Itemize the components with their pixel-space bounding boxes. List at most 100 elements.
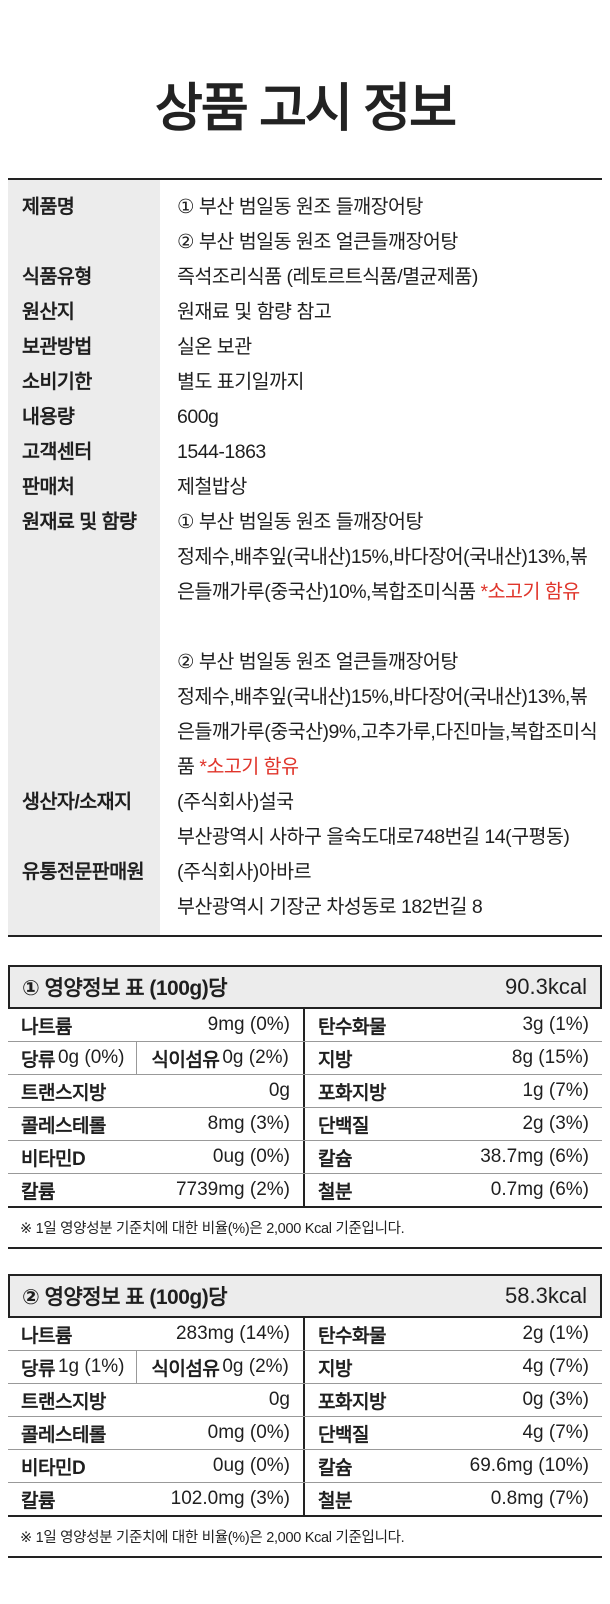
product-info-value-line: ① 부산 범일동 원조 들깨장어탕: [177, 196, 423, 219]
product-info-value-line: 1544-1863: [177, 441, 266, 464]
product-info-row: 소비기한 별도 표기일까지: [8, 365, 602, 401]
nutrition-kcal: 90.3kcal: [505, 974, 587, 1000]
nutrient-name: 포화지방: [318, 1391, 386, 1413]
nutrition-cell: 칼륨 7739mg (2%): [8, 1174, 305, 1207]
nutrient-value: 0g: [268, 1080, 290, 1102]
product-info-label: 보관방법: [8, 330, 160, 366]
product-info-value-line: 부산광역시 사하구 을숙도대로748번길 14(구평동): [177, 826, 570, 849]
nutrition-row: 트랜스지방 0g 포화지방 0g (3%): [8, 1383, 602, 1417]
nutrition-cell: 비타민D 0ug (0%): [8, 1450, 305, 1483]
nutrient-name: 지방: [318, 1049, 352, 1071]
nutrition-subcell: 식이섬유 0g (2%): [136, 1042, 303, 1075]
nutrient-value: 283mg (14%): [175, 1323, 290, 1345]
nutrition-cell: 포화지방 1g (7%): [305, 1075, 602, 1107]
nutrient-name: 탄수화물: [318, 1016, 386, 1038]
product-info-value: 실온 보관: [160, 330, 602, 365]
nutrient-name: 칼슘: [318, 1457, 352, 1479]
nutrient-name: 당류: [21, 1049, 55, 1071]
nutrient-name: 식이섬유: [151, 1049, 220, 1071]
nutrient-value: 0g (2%): [222, 1356, 289, 1378]
product-info-value: 즉석조리식품 (레토르트식품/멸균제품): [160, 260, 602, 295]
nutrient-value: 2g (3%): [522, 1113, 589, 1135]
nutrient-value: 0g: [268, 1389, 290, 1411]
nutrient-name: 비타민D: [21, 1148, 86, 1170]
nutrient-name: 포화지방: [318, 1082, 386, 1104]
product-info-value-line: 부산광역시 기장군 차성동로 182번길 8: [177, 896, 483, 919]
nutrient-name: 지방: [318, 1358, 352, 1380]
nutrition-cell: 지방 8g (15%): [305, 1042, 602, 1074]
nutrition-cell: 단백질 2g (3%): [305, 1108, 602, 1140]
product-info-row: 고객센터 1544-1863: [8, 435, 602, 471]
nutrition-body: 나트륨 283mg (14%) 탄수화물 2g (1%) 당류 1g (1%) 식이섬유 0g…: [8, 1318, 602, 1516]
nutrient-value: 0.7mg (6%): [490, 1179, 589, 1201]
nutrition-subcell: 당류 0g (0%): [8, 1042, 136, 1074]
nutrition-row: 콜레스테롤 0mg (0%) 단백질 4g (7%): [8, 1416, 602, 1450]
nutrition-row: 당류 0g (0%) 식이섬유 0g (2%) 지방 8g (15%): [8, 1041, 602, 1075]
nutrition-header: ① 영양정보 표 (100g)당 90.3kcal: [8, 965, 602, 1010]
nutrient-name: 콜레스테롤: [21, 1424, 106, 1446]
product-info-label: 원산지: [8, 295, 160, 331]
product-info-label: 식품유형: [8, 260, 160, 296]
nutrition-cell: 나트륨 283mg (14%): [8, 1318, 305, 1351]
product-info-row: 원재료 및 함량 ① 부산 범일동 원조 들깨장어탕 정제수,배추잎(국내산)15%…: [8, 505, 602, 786]
nutrition-cell: 트랜스지방 0g: [8, 1384, 305, 1417]
nutrient-value: 38.7mg (6%): [480, 1146, 589, 1168]
nutrient-value: 9mg (0%): [207, 1014, 290, 1036]
nutrition-cell: 탄수화물 3g (1%): [305, 1009, 602, 1041]
nutrition-title: ② 영양정보 표 (100g)당: [22, 1286, 228, 1310]
product-notice-page: 상품 고시 정보 제품명 ① 부산 범일동 원조 들깨장어탕 ② 부산 범일동 원조…: [8, 0, 602, 1604]
nutrition-cell: 철분 0.7mg (6%): [305, 1174, 602, 1206]
ingredients-list: 정제수,배추잎(국내산)15%,바다장어(국내산)13%,볶은들깨가루(중국산)…: [177, 546, 588, 604]
nutrition-cell: 비타민D 0ug (0%): [8, 1141, 305, 1174]
nutrient-name: 철분: [318, 1181, 352, 1203]
product-info-label: 원재료 및 함량: [8, 505, 160, 786]
nutrition-row: 칼륨 102.0mg (3%) 철분 0.8mg (7%): [8, 1482, 602, 1516]
product-info-row: 보관방법 실온 보관: [8, 330, 602, 366]
nutrient-value: 0ug (0%): [212, 1455, 290, 1477]
product-info-value: (주식회사)설국 부산광역시 사하구 을숙도대로748번길 14(구평동): [160, 785, 602, 855]
product-info-value-line: ② 부산 범일동 원조 얼큰들깨장어탕: [177, 231, 458, 254]
nutrition-cell: 칼슘 38.7mg (6%): [305, 1141, 602, 1173]
nutrient-value: 0ug (0%): [212, 1146, 290, 1168]
nutrition-left-split: 당류 0g (0%) 식이섬유 0g (2%): [8, 1042, 305, 1075]
nutrient-name: 단백질: [318, 1424, 369, 1446]
product-info-row: 원산지 원재료 및 함량 참고: [8, 295, 602, 331]
nutrient-name: 당류: [21, 1358, 55, 1380]
nutrient-value: 69.6mg (10%): [469, 1455, 589, 1477]
nutrient-name: 탄수화물: [318, 1325, 386, 1347]
product-info-value-line: 600g: [177, 406, 219, 429]
nutrition-row: 나트륨 9mg (0%) 탄수화물 3g (1%): [8, 1009, 602, 1042]
nutrient-name: 철분: [318, 1490, 352, 1512]
nutrient-name: 칼슘: [318, 1148, 352, 1170]
nutrient-value: 1g (7%): [522, 1080, 589, 1102]
nutrition-row: 나트륨 283mg (14%) 탄수화물 2g (1%): [8, 1318, 602, 1351]
nutrition-header: ② 영양정보 표 (100g)당 58.3kcal: [8, 1274, 602, 1319]
product-info-label: 고객센터: [8, 435, 160, 471]
nutrition-row: 비타민D 0ug (0%) 칼슘 69.6mg (10%): [8, 1449, 602, 1483]
product-info-value-line: 제철밥상: [177, 476, 247, 499]
nutrient-name: 콜레스테롤: [21, 1115, 106, 1137]
product-info-value: (주식회사)아바르 부산광역시 기장군 차성동로 182번길 8: [160, 855, 602, 935]
product-info-row: 유통전문판매원 (주식회사)아바르 부산광역시 기장군 차성동로 182번길 8: [8, 855, 602, 936]
nutrient-name: 비타민D: [21, 1457, 86, 1479]
nutrition-table-2: ② 영양정보 표 (100g)당 58.3kcal 나트륨 283mg (14%) 탄수…: [8, 1274, 602, 1559]
nutrient-name: 트랜스지방: [21, 1391, 106, 1413]
nutrient-name: 나트륨: [21, 1325, 72, 1347]
ingredients-title: ① 부산 범일동 원조 들깨장어탕: [177, 511, 423, 534]
product-info-label: 제품명: [8, 180, 160, 261]
product-info-row: 식품유형 즉석조리식품 (레토르트식품/멸균제품): [8, 260, 602, 296]
product-info-value: ① 부산 범일동 원조 들깨장어탕 ② 부산 범일동 원조 얼큰들깨장어탕: [160, 180, 602, 260]
product-info-label: 소비기한: [8, 365, 160, 401]
nutrient-value: 0g (0%): [57, 1047, 125, 1069]
ingredients-text: 정제수,배추잎(국내산)15%,바다장어(국내산)13%,볶은들깨가루(중국산)…: [177, 540, 602, 610]
nutrition-row: 트랜스지방 0g 포화지방 1g (7%): [8, 1074, 602, 1108]
nutrient-value: 0g (2%): [222, 1047, 289, 1069]
page-title: 상품 고시 정보: [155, 80, 457, 138]
product-info-value: 600g: [160, 400, 602, 435]
nutrient-value: 4g (7%): [522, 1356, 589, 1378]
nutrition-left-split: 당류 1g (1%) 식이섬유 0g (2%): [8, 1351, 305, 1384]
nutrition-cell: 탄수화물 2g (1%): [305, 1318, 602, 1350]
nutrient-value: 7739mg (2%): [175, 1179, 290, 1201]
